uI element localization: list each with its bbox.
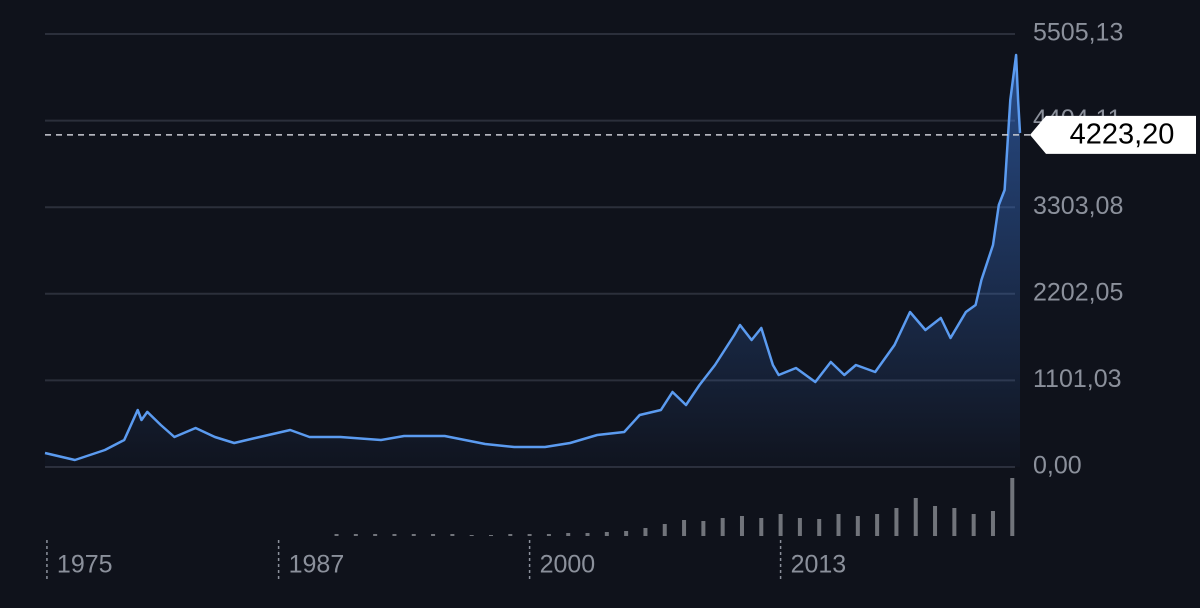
volume-bar	[797, 518, 802, 536]
volume-bar	[952, 508, 957, 536]
volume-bar	[469, 535, 474, 536]
volume-bar	[778, 514, 783, 536]
volume-bar	[392, 534, 397, 536]
volume-bar	[624, 531, 629, 536]
volume-bar	[836, 514, 841, 536]
x-tick-label: 2000	[540, 551, 596, 579]
x-tick-label: 2013	[791, 551, 847, 579]
y-tick-label: 5505,13	[1033, 19, 1123, 47]
line	[44, 53, 1022, 462]
x-tick-label: 1975	[57, 551, 113, 579]
volume-bar	[431, 534, 436, 536]
volume-bar	[739, 516, 744, 536]
volume-bar	[585, 533, 590, 536]
volume-bar	[353, 534, 358, 536]
volume-bar	[546, 534, 551, 536]
x-tick-label: 1987	[289, 551, 345, 579]
volume-bar	[933, 506, 938, 536]
volume-bar	[1010, 478, 1015, 536]
volume-bar	[527, 534, 532, 536]
volume-bar	[875, 514, 880, 536]
volume-bar	[855, 516, 860, 536]
volume-bar	[682, 520, 687, 536]
volume-bar	[662, 524, 667, 536]
volume-bar	[643, 528, 648, 536]
volume-bar	[411, 534, 416, 536]
y-tick-label: 0,00	[1033, 452, 1082, 480]
area	[45, 55, 1020, 467]
volume-bar	[971, 514, 976, 536]
volume-bar	[604, 532, 609, 536]
volume-bar	[566, 533, 571, 536]
volume-bar	[373, 534, 378, 536]
volume-bar	[913, 498, 918, 536]
y-tick-label: 3303,08	[1033, 192, 1123, 220]
volume-bar	[450, 534, 455, 536]
volume-bar	[817, 519, 822, 536]
volume-bar	[508, 534, 513, 536]
volume-bar	[488, 535, 493, 536]
y-tick-label: 2202,05	[1033, 278, 1123, 306]
y-tick-label: 1101,03	[1033, 365, 1122, 393]
volume-bar	[720, 518, 725, 536]
volume-bar	[701, 521, 706, 536]
last-value-tag	[1030, 115, 1196, 154]
volume-bar	[894, 508, 899, 536]
volume-bar	[759, 518, 764, 536]
volume-bar	[334, 534, 339, 536]
last-value-label: 4223,20	[1070, 118, 1175, 150]
volume-bar	[990, 511, 995, 536]
